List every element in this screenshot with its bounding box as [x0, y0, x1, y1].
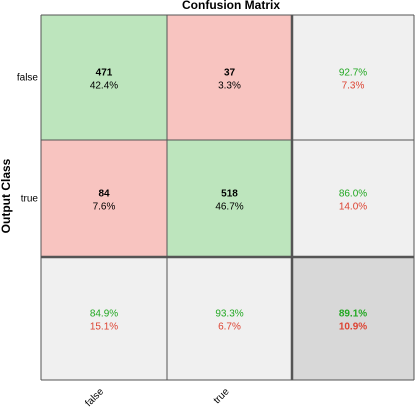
row-tick-label: false — [17, 73, 39, 84]
cell-count: 37 — [224, 68, 236, 79]
matrix-cell-r2-c1 — [167, 257, 292, 380]
y-axis-label: Output Class — [0, 158, 13, 233]
row-tick-label: true — [21, 194, 39, 205]
cell-count: 518 — [221, 189, 238, 200]
cell-percent: 3.3% — [218, 81, 241, 92]
matrix-cell-r0-c2 — [292, 15, 414, 140]
matrix-cells — [41, 15, 414, 380]
overall-correct: 89.1% — [339, 309, 367, 320]
cell-count: 84 — [98, 189, 110, 200]
matrix-cell-r2-c2 — [292, 257, 414, 380]
matrix-cell-r0-c0 — [41, 15, 167, 140]
matrix-labels: 471 42.4% 37 3.3% 84 7.6% 518 46.7% 92.7% 7.3% 86.… — [90, 68, 367, 333]
col-summary-correct: 93.3% — [215, 309, 243, 320]
column-tick-label: false — [83, 386, 106, 407]
cell-percent: 7.6% — [93, 202, 116, 213]
matrix-cell-r1-c0 — [41, 140, 167, 257]
row-summary-incorrect: 7.3% — [342, 81, 365, 92]
col-summary-correct: 84.9% — [90, 309, 118, 320]
matrix-grid-lines — [40, 14, 415, 381]
col-summary-incorrect: 6.7% — [218, 322, 241, 333]
row-summary-correct: 86.0% — [339, 189, 367, 200]
chart-title: Confusion Matrix — [182, 0, 280, 12]
cell-count: 471 — [96, 68, 113, 79]
row-summary-incorrect: 14.0% — [339, 202, 367, 213]
matrix-cell-r1-c2 — [292, 140, 414, 257]
matrix-cell-r2-c0 — [41, 257, 167, 380]
row-summary-correct: 92.7% — [339, 68, 367, 79]
matrix-cell-r0-c1 — [167, 15, 292, 140]
col-summary-incorrect: 15.1% — [90, 322, 118, 333]
cell-percent: 46.7% — [215, 202, 243, 213]
column-tick-label: true — [212, 386, 232, 406]
matrix-cell-r1-c1 — [167, 140, 292, 257]
overall-incorrect: 10.9% — [339, 322, 367, 333]
cell-percent: 42.4% — [90, 81, 118, 92]
